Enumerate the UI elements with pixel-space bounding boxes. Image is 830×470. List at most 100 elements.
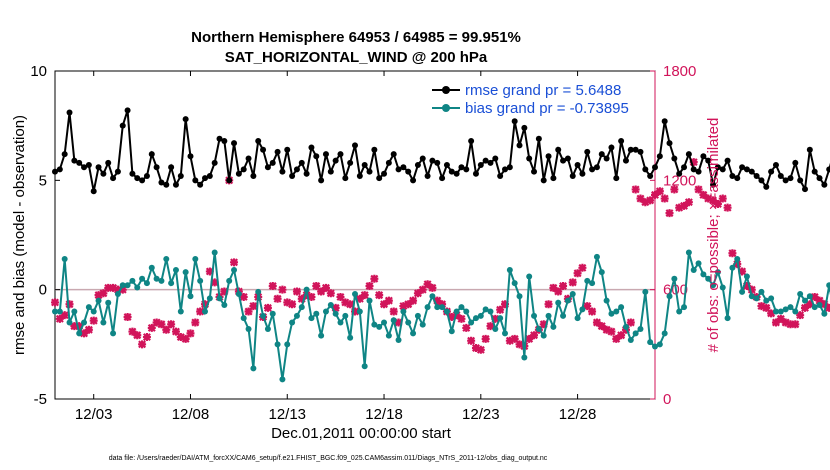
bias-point [468, 319, 475, 326]
bias-point [313, 310, 320, 317]
bias-point [308, 315, 315, 322]
bias-point [729, 264, 736, 271]
bias-point [492, 326, 499, 333]
obs-point [646, 196, 655, 205]
bias-point [61, 256, 68, 263]
bias-point [202, 308, 208, 315]
bias-point [85, 304, 92, 311]
obs-point [94, 291, 103, 300]
rmse-point [734, 175, 741, 182]
bias-point [419, 321, 426, 328]
rmse-point [569, 172, 576, 179]
rmse-point [574, 162, 581, 169]
bias-point [172, 266, 179, 273]
rmse-point [371, 146, 378, 153]
rmse-point [90, 188, 97, 195]
obs-point [641, 198, 650, 207]
rmse-point [826, 166, 830, 173]
rmse-point [695, 168, 702, 175]
bias-point [100, 319, 107, 326]
obs-point [689, 158, 698, 167]
bias-point [182, 269, 189, 276]
bias-point [327, 301, 334, 308]
bias-point [443, 308, 450, 315]
bias-point [139, 275, 146, 282]
bias-point [158, 277, 165, 284]
rmse-point [298, 159, 305, 166]
obs-point [820, 300, 829, 309]
obs-point [471, 343, 480, 352]
rmse-point [410, 177, 417, 184]
rmse-point [153, 164, 160, 171]
obs-point [317, 287, 326, 296]
obs-point [796, 311, 805, 320]
bias-point [424, 304, 431, 311]
rmse-point [81, 164, 88, 171]
bias-point [622, 323, 629, 330]
rmse-point [129, 170, 136, 177]
bias-point [163, 256, 170, 263]
obs-point [675, 203, 684, 212]
rmse-point [627, 146, 634, 153]
obs-point [99, 289, 108, 298]
footer-data-file: data file: /Users/raeder/DAI/ATM_forcXX/… [109, 455, 548, 462]
rmse-point [61, 151, 68, 158]
obs-point [65, 300, 74, 309]
rmse-point [308, 144, 315, 151]
bias-point [289, 319, 296, 326]
rmse-point [318, 177, 325, 184]
bias-point [439, 304, 446, 311]
rmse-point [497, 172, 504, 179]
bias-point [453, 308, 460, 315]
series-bias [52, 249, 830, 383]
obs-point [162, 325, 171, 334]
rmse-point [787, 175, 794, 182]
bias-point [758, 288, 765, 295]
obs-point [326, 289, 335, 298]
obs-point [738, 267, 747, 276]
bias-point [434, 304, 441, 311]
bias-point [714, 269, 721, 276]
rmse-point [376, 175, 383, 182]
rmse-point [114, 168, 121, 175]
bias-point [521, 354, 528, 361]
rmse-point [202, 175, 208, 182]
rmse-point [211, 159, 218, 166]
bias-point [187, 293, 194, 300]
rmse-point [250, 172, 257, 179]
rmse-point [511, 118, 518, 125]
bias-point [506, 266, 513, 273]
rmse-point [593, 164, 600, 171]
obs-point [109, 283, 118, 292]
rmse-point [685, 151, 692, 158]
obs-point [728, 249, 737, 258]
obs-point [394, 318, 403, 327]
rmse-point [424, 172, 431, 179]
bias-point [110, 330, 117, 337]
obs-point [549, 283, 558, 292]
rmse-point [66, 109, 73, 116]
rmse-point [327, 168, 334, 175]
rmse-point [753, 172, 760, 179]
x-tick-label: 12/18 [365, 406, 403, 423]
bias-point [787, 304, 794, 311]
obs-point [481, 334, 490, 343]
rmse-point [613, 175, 620, 182]
obs-point [501, 300, 509, 309]
obs-point [157, 320, 166, 329]
rmse-point [405, 168, 412, 175]
rmse-point [429, 157, 436, 164]
obs-point [220, 287, 229, 296]
obs-point [123, 313, 132, 321]
obs-point [781, 318, 790, 327]
rmse-point [231, 140, 238, 147]
obs-point [684, 198, 693, 207]
obs-point [128, 327, 137, 336]
legend-bias-marker [442, 104, 450, 112]
obs-point [573, 269, 582, 278]
rmse-point [468, 137, 475, 144]
obs-point [709, 196, 718, 205]
rmse-point [618, 137, 625, 144]
obs-point [588, 307, 597, 316]
rmse-point [395, 166, 402, 173]
